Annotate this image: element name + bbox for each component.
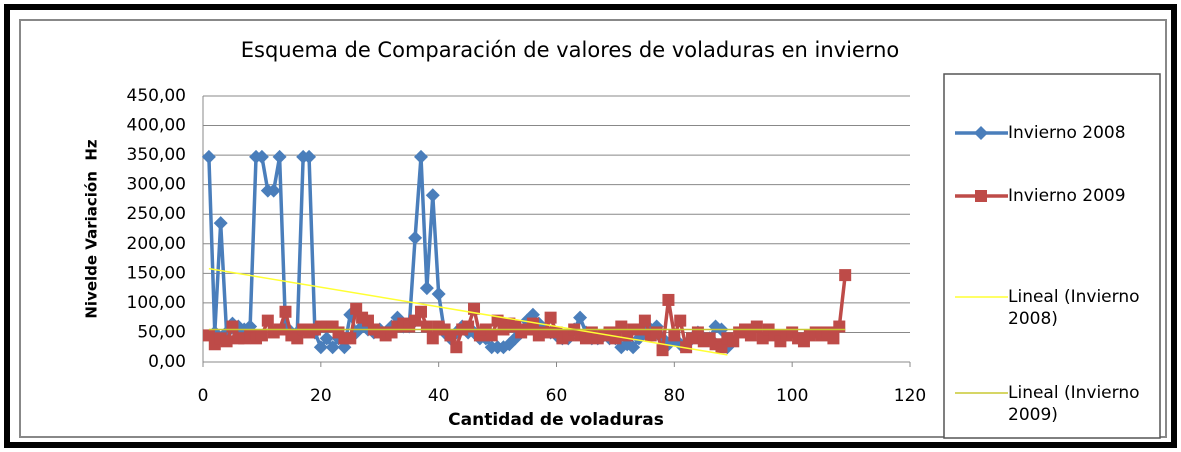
marker: [319, 331, 334, 346]
marker: [255, 329, 268, 342]
marker: [408, 230, 423, 245]
marker: [261, 314, 274, 327]
marker: [573, 310, 588, 325]
x-tick-label: 40: [428, 386, 450, 406]
x-axis-title: Cantidad de voladuras: [448, 410, 664, 430]
marker: [213, 216, 228, 231]
x-tick-label: 100: [776, 386, 808, 406]
marker: [220, 335, 233, 348]
marker: [344, 332, 357, 345]
marker: [266, 183, 281, 198]
marker: [839, 269, 852, 282]
marker: [413, 149, 428, 164]
marker: [201, 149, 216, 164]
marker: [827, 332, 840, 345]
x-tick-label: 120: [894, 386, 926, 406]
x-tick-label: 20: [310, 386, 332, 406]
y-tick-label: 250,00: [127, 204, 186, 224]
marker: [975, 190, 987, 202]
x-tick-label: 80: [664, 386, 686, 406]
y-tick-label: 100,00: [127, 293, 186, 313]
y-tick-label: 150,00: [127, 263, 186, 283]
marker: [431, 287, 446, 302]
legend-label: Lineal (Invierno 2008): [1008, 287, 1140, 329]
marker: [833, 320, 846, 333]
marker: [668, 329, 681, 342]
marker: [302, 149, 317, 164]
marker: [974, 126, 988, 140]
x-tick-label: 0: [198, 386, 209, 406]
marker: [450, 341, 463, 354]
marker: [272, 149, 287, 164]
x-tick-label: 60: [546, 386, 568, 406]
marker: [650, 326, 663, 339]
legend-label: Lineal (Invierno 2009): [1008, 383, 1140, 425]
marker: [626, 340, 641, 355]
marker: [254, 149, 269, 164]
marker: [420, 320, 433, 333]
marker: [426, 332, 439, 345]
marker: [526, 317, 539, 330]
legend-label: Invierno 2009: [1008, 186, 1126, 206]
marker: [425, 188, 440, 203]
y-tick-label: 0,00: [148, 352, 186, 372]
marker: [462, 320, 475, 333]
marker: [414, 305, 427, 318]
y-tick-label: 400,00: [127, 116, 186, 136]
trend-line: [208, 267, 728, 356]
marker: [674, 314, 687, 327]
y-tick-label: 200,00: [127, 234, 186, 254]
marker: [419, 281, 434, 296]
y-tick-label: 450,00: [127, 86, 186, 106]
y-axis-title: Nivelde Variación Hz: [83, 139, 101, 319]
marker: [656, 344, 669, 357]
marker: [638, 314, 651, 327]
y-tick-label: 300,00: [127, 175, 186, 195]
y-tick-label: 350,00: [127, 145, 186, 165]
marker: [444, 329, 457, 342]
legend-label: Invierno 2008: [1008, 123, 1126, 143]
marker: [313, 340, 328, 355]
marker: [485, 329, 498, 342]
marker: [538, 326, 551, 339]
marker: [544, 311, 557, 324]
marker: [750, 320, 763, 333]
marker: [226, 320, 239, 333]
marker: [325, 340, 340, 355]
marker: [662, 293, 675, 306]
y-tick-label: 50,00: [137, 322, 186, 342]
marker: [279, 305, 292, 318]
marker: [609, 332, 622, 345]
chart-title: Esquema de Comparación de valores de vol…: [241, 38, 900, 62]
